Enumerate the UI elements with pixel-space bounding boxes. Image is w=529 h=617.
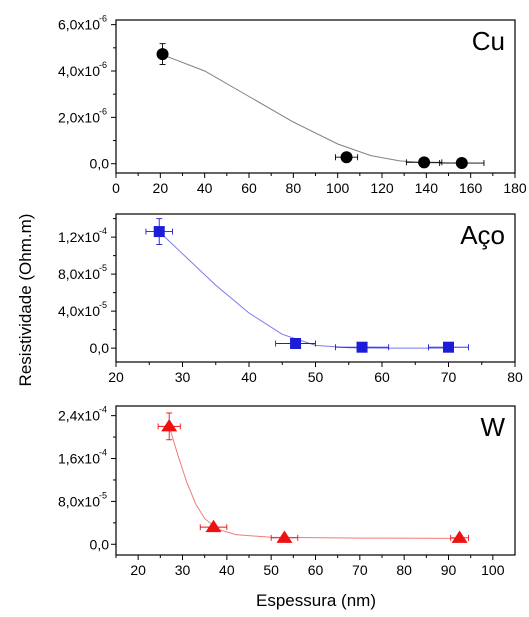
y-tick-exponent: -6 xyxy=(99,60,107,70)
data-point xyxy=(205,519,222,533)
y-tick-label: 0,0 xyxy=(90,156,110,172)
data-point xyxy=(156,48,169,61)
panel-label: Aço xyxy=(460,220,505,250)
x-tick-label: 50 xyxy=(263,562,279,578)
data-point xyxy=(153,226,165,238)
x-tick-label: 80 xyxy=(507,369,523,385)
y-tick-label: 8,0x10 xyxy=(58,266,100,282)
y-tick-exponent: -4 xyxy=(99,448,107,458)
y-tick-exponent: -5 xyxy=(99,490,107,500)
x-tick-label: 20 xyxy=(130,562,146,578)
data-point xyxy=(455,157,468,170)
data-point xyxy=(451,530,468,543)
x-tick-label: 180 xyxy=(503,180,527,196)
plot-frame xyxy=(115,405,516,556)
panel-label: Cu xyxy=(472,26,505,56)
y-tick-label: 1,6x10 xyxy=(58,451,100,467)
x-tick-label: 120 xyxy=(370,180,394,196)
y-tick-exponent: -6 xyxy=(99,14,107,24)
x-tick-label: 90 xyxy=(441,562,457,578)
x-tick-label: 30 xyxy=(175,369,191,385)
y-tick-label: 0,0 xyxy=(90,340,110,356)
x-tick-label: 20 xyxy=(108,369,124,385)
data-point xyxy=(443,341,454,353)
y-axis-label: Resistividade (Ohm.m) xyxy=(16,214,35,387)
data-point xyxy=(276,530,293,543)
y-tick-exponent: -5 xyxy=(99,263,107,273)
plot-frame xyxy=(115,19,516,174)
x-axis-label: Espessura (nm) xyxy=(256,591,376,610)
x-tick-label: 0 xyxy=(112,180,120,196)
x-tick-label: 40 xyxy=(219,562,235,578)
x-tick-label: 100 xyxy=(481,562,505,578)
x-tick-label: 20 xyxy=(153,180,169,196)
y-tick-label: 1,2x10 xyxy=(58,229,100,245)
data-point xyxy=(340,151,353,164)
fit-curve xyxy=(162,54,462,164)
x-tick-label: 60 xyxy=(374,369,390,385)
x-tick-label: 40 xyxy=(197,180,213,196)
x-tick-label: 40 xyxy=(241,369,257,385)
data-point xyxy=(356,341,368,353)
x-tick-label: 80 xyxy=(396,562,412,578)
x-tick-label: 140 xyxy=(415,180,439,196)
x-tick-label: 30 xyxy=(175,562,191,578)
x-tick-label: 80 xyxy=(286,180,302,196)
y-tick-label: 8,0x10 xyxy=(58,493,100,509)
data-point xyxy=(290,338,302,349)
y-tick-label: 6,0x10 xyxy=(58,17,100,33)
data-point xyxy=(418,156,431,169)
x-tick-label: 50 xyxy=(308,369,324,385)
y-tick-label: 2,0x10 xyxy=(58,109,100,125)
x-tick-label: 70 xyxy=(441,369,457,385)
x-tick-label: 70 xyxy=(352,562,368,578)
y-tick-label: 4,0x10 xyxy=(58,63,100,79)
x-tick-label: 60 xyxy=(308,562,324,578)
x-tick-label: 60 xyxy=(241,180,257,196)
data-point xyxy=(161,418,178,432)
y-tick-exponent: -6 xyxy=(99,106,107,116)
fit-curve xyxy=(158,231,449,349)
x-tick-label: 100 xyxy=(326,180,350,196)
y-tick-exponent: -4 xyxy=(99,226,107,236)
y-tick-exponent: -4 xyxy=(99,405,107,415)
plot-frame xyxy=(115,213,516,363)
x-tick-label: 160 xyxy=(459,180,483,196)
panel-label: W xyxy=(480,412,505,442)
y-tick-label: 4,0x10 xyxy=(58,303,100,319)
y-tick-label: 0,0 xyxy=(90,536,110,552)
panel-1: 20 30 40 50 60 70 800,04,0x10 -58,0x10 -51,2x10-… xyxy=(58,213,523,385)
y-tick-exponent: -5 xyxy=(99,300,107,310)
y-tick-label: 2,4x10 xyxy=(58,408,100,424)
